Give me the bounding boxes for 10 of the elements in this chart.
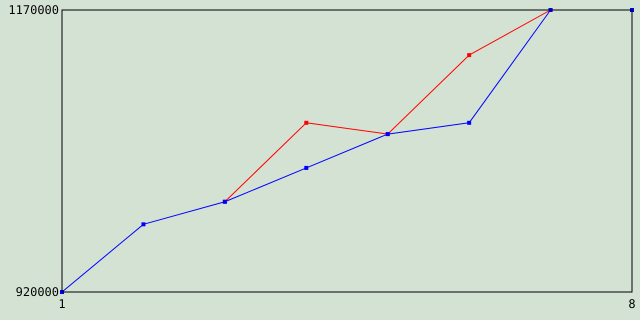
y-tick-label: 1170000 (8, 3, 59, 18)
x-tick-label: 8 (628, 297, 636, 311)
point (141, 222, 146, 226)
x-tick-label: 1 (58, 297, 66, 311)
point (467, 120, 472, 125)
y-tick-label: 920000 (16, 285, 59, 300)
point (304, 120, 308, 125)
line-series (60, 8, 634, 294)
point (467, 53, 472, 58)
point (304, 166, 308, 170)
